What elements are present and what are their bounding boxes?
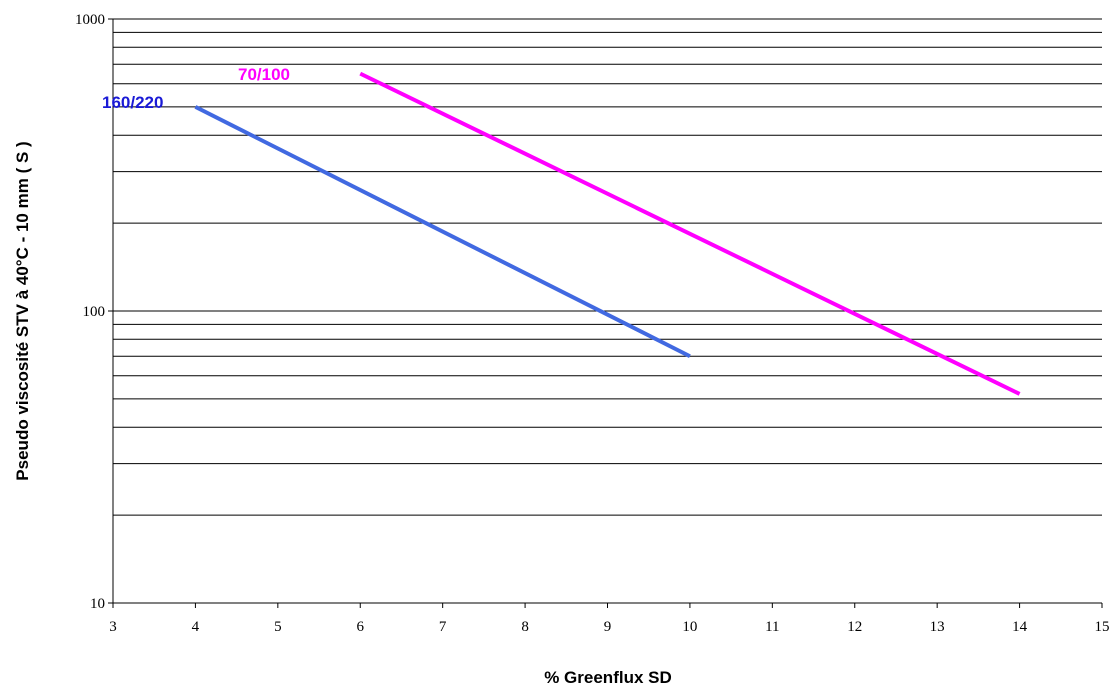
x-tick-label: 14	[1012, 619, 1028, 635]
x-tick-label: 11	[765, 619, 779, 635]
x-axis-title: % Greenflux SD	[544, 668, 672, 687]
x-tick-label: 7	[439, 619, 447, 635]
y-tick-label: 100	[83, 304, 106, 320]
y-tick-label: 1000	[75, 12, 105, 28]
y-tick-label: 10	[90, 596, 105, 612]
series-label-70-100: 70/100	[238, 65, 290, 84]
x-tick-label: 10	[682, 619, 697, 635]
tick-labels: 10 100 1000 3 4 5 6 7 8 9 10 11 12 13 14 15	[75, 12, 1110, 635]
y-axis-title: Pseudo viscosité STV à 40°C - 10 mm ( S …	[13, 141, 32, 480]
gridlines	[113, 18, 1102, 516]
x-tick-label: 9	[604, 619, 612, 635]
series-lines	[194, 71, 1021, 396]
series-line-160-220	[194, 105, 691, 359]
x-tick-label: 3	[109, 619, 117, 635]
x-tick-label: 6	[357, 619, 365, 635]
x-tick-label: 12	[847, 619, 862, 635]
x-tick-label: 5	[274, 619, 282, 635]
x-tick-label: 15	[1095, 619, 1110, 635]
series-label-160-220: 160/220	[102, 93, 163, 112]
x-tick-label: 4	[192, 619, 200, 635]
axes	[108, 18, 1103, 608]
x-tick-label: 13	[930, 619, 945, 635]
x-tick-label: 8	[521, 619, 529, 635]
series-line-70-100	[359, 71, 1021, 396]
